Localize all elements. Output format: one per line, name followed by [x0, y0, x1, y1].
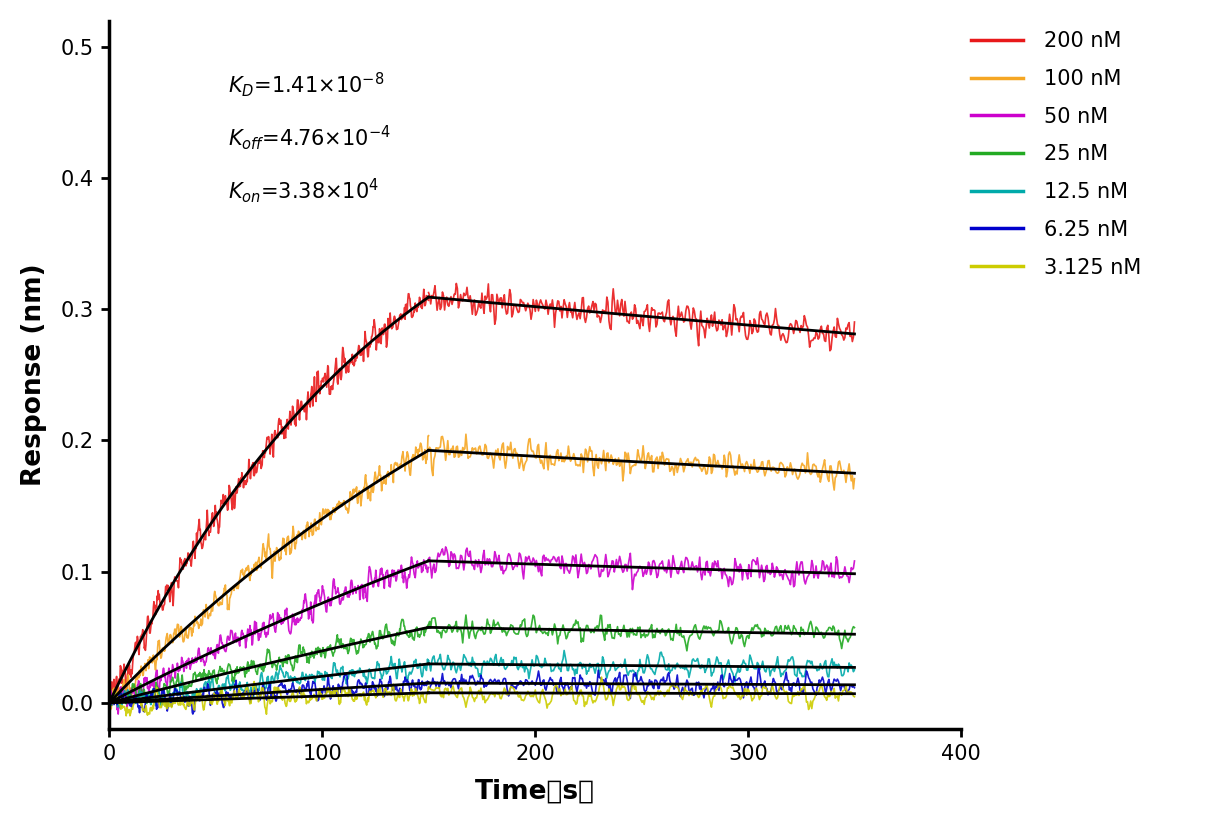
X-axis label: Time（s）: Time（s） [476, 778, 595, 804]
Y-axis label: Response (nm): Response (nm) [21, 264, 47, 486]
Text: $K_{on}$=3.38×10$^{4}$: $K_{on}$=3.38×10$^{4}$ [228, 177, 379, 205]
Legend: 200 nM, 100 nM, 50 nM, 25 nM, 12.5 nM, 6.25 nM, 3.125 nM: 200 nM, 100 nM, 50 nM, 25 nM, 12.5 nM, 6… [971, 31, 1142, 277]
Text: $K_{off}$=4.76×10$^{-4}$: $K_{off}$=4.76×10$^{-4}$ [228, 124, 391, 153]
Text: $K_D$=1.41×10$^{-8}$: $K_D$=1.41×10$^{-8}$ [228, 70, 384, 99]
